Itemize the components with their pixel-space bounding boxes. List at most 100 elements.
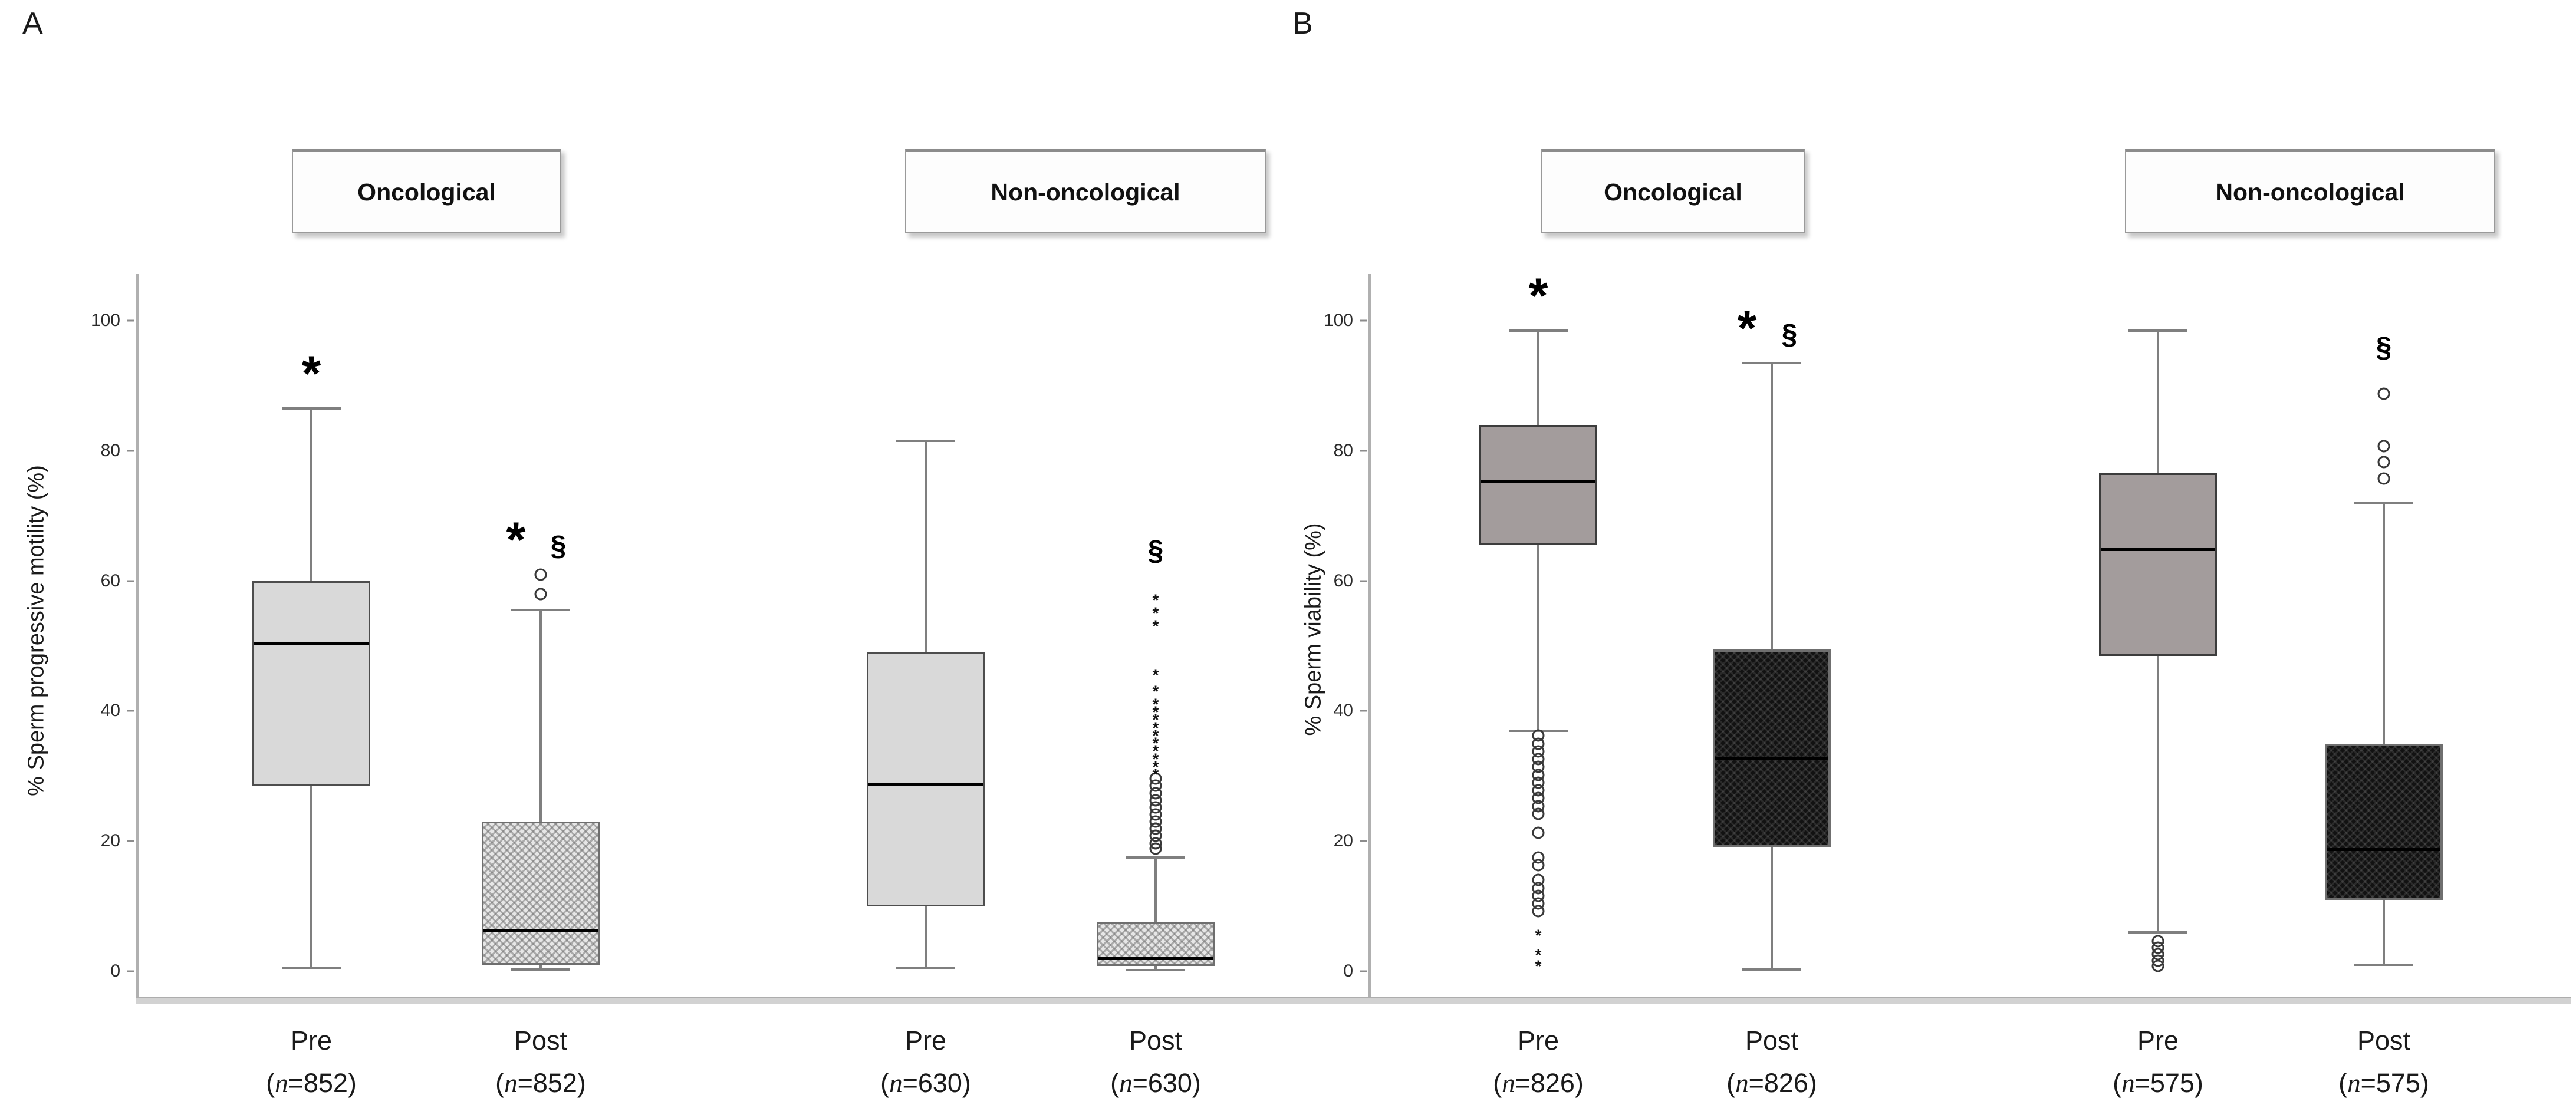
box-non-oncological-post — [2325, 743, 2443, 900]
x-axis-baseline — [136, 997, 1375, 1004]
x-tick-label: Post — [1745, 1025, 1799, 1056]
y-tick-mark — [127, 450, 134, 452]
significance-asterisk: * — [1737, 300, 1757, 356]
y-tick-mark — [127, 710, 134, 712]
whisker-stem — [539, 610, 542, 969]
panel-b-label: B — [1292, 6, 1313, 41]
y-axis-line — [136, 274, 139, 1002]
whisker-cap-top — [1509, 329, 1568, 332]
median-line — [868, 782, 983, 786]
y-tick-label: 80 — [1333, 440, 1353, 460]
y-tick-mark — [1360, 319, 1367, 322]
median-line — [1715, 757, 1828, 760]
y-tick-mark — [1360, 970, 1367, 972]
x-axis-baseline — [1368, 997, 2571, 1004]
n-label: (n=852) — [266, 1068, 357, 1098]
y-tick-mark — [1360, 840, 1367, 842]
box-non-oncological-pre — [2099, 473, 2217, 656]
n-italic-symbol: n — [1119, 1068, 1133, 1098]
whisker-cap-bottom — [2128, 931, 2187, 934]
outlier-circle — [2377, 472, 2390, 485]
n-label: (n=575) — [2113, 1068, 2203, 1098]
whisker-cap-top — [282, 407, 341, 410]
whisker-cap-top — [2128, 329, 2187, 332]
y-tick-mark — [1360, 710, 1367, 712]
whisker-cap-top — [1126, 856, 1185, 859]
outlier-circle — [1532, 826, 1545, 839]
panel-a-oncological-header: Oncological — [292, 149, 561, 233]
panel-a-non-oncological-header: Non-oncological — [905, 149, 1266, 233]
median-line — [1098, 957, 1213, 960]
whisker-cap-bottom — [1742, 968, 1801, 971]
outlier-asterisk: * — [1152, 734, 1159, 753]
n-italic-symbol: n — [1502, 1068, 1515, 1098]
outlier-asterisk: * — [1152, 603, 1159, 622]
outlier-circle — [1149, 842, 1162, 855]
box-non-oncological-pre — [867, 652, 985, 906]
y-tick-label: 60 — [1333, 570, 1353, 591]
n-italic-symbol: n — [2347, 1068, 2361, 1098]
x-tick-label: Post — [1129, 1025, 1183, 1056]
significance-asterisk: * — [301, 345, 321, 401]
outlier-circle — [534, 568, 547, 581]
y-tick-label: 100 — [1323, 311, 1353, 330]
y-tick-label: 0 — [110, 961, 120, 981]
box-oncological-post — [482, 822, 600, 965]
outlier-asterisk: * — [1152, 765, 1159, 784]
whisker-cap-top — [896, 440, 955, 443]
box-non-oncological-post — [1097, 922, 1215, 967]
outlier-circle — [2377, 387, 2390, 400]
y-tick-label: 20 — [1333, 831, 1353, 851]
y-tick-label: 0 — [1343, 961, 1353, 981]
significance-section-mark: § — [2376, 331, 2392, 363]
x-tick-label: Post — [514, 1025, 568, 1056]
panel-b-non-oncological-header: Non-oncological — [2125, 149, 2495, 233]
significance-section-mark: § — [1147, 535, 1164, 567]
n-italic-symbol: n — [2121, 1068, 2135, 1098]
outlier-asterisk: * — [1152, 726, 1159, 745]
x-tick-label: Pre — [290, 1025, 333, 1056]
outlier-asterisk: * — [1152, 741, 1159, 760]
whisker-cap-top — [2354, 502, 2413, 504]
y-tick-mark — [127, 970, 134, 972]
outlier-asterisk: * — [1152, 665, 1159, 684]
outlier-circle — [1532, 905, 1545, 918]
outlier-asterisk: * — [1152, 718, 1159, 737]
outlier-circle — [1532, 859, 1545, 872]
significance-asterisk: * — [1528, 268, 1548, 324]
whisker-cap-top — [511, 609, 570, 612]
y-tick-mark — [127, 319, 134, 322]
y-tick-label: 40 — [100, 701, 120, 721]
outlier-asterisk: * — [1152, 710, 1159, 729]
significance-section-mark: § — [1781, 318, 1798, 350]
outlier-circle — [534, 588, 547, 601]
outlier-circle — [1532, 807, 1545, 820]
y-tick-mark — [127, 840, 134, 842]
outlier-asterisk: * — [1152, 616, 1159, 635]
whisker-cap-bottom — [282, 967, 341, 969]
n-label: (n=826) — [1493, 1068, 1584, 1098]
y-tick-label: 60 — [100, 570, 120, 591]
whisker-cap-bottom — [1126, 968, 1185, 971]
box-oncological-pre — [1479, 424, 1597, 545]
outlier-asterisk: * — [1535, 926, 1542, 945]
n-italic-symbol: n — [504, 1068, 518, 1098]
outlier-circle — [2377, 456, 2390, 469]
outlier-asterisk: * — [1535, 945, 1542, 964]
outlier-asterisk: * — [1152, 682, 1159, 701]
significance-asterisk: * — [506, 512, 526, 568]
whisker-cap-bottom — [511, 968, 570, 971]
y-tick-label: 20 — [100, 831, 120, 851]
median-line — [483, 929, 598, 932]
outlier-asterisk: * — [1152, 750, 1159, 769]
whisker-cap-bottom — [2354, 963, 2413, 966]
y-tick-label: 80 — [100, 440, 120, 460]
y-tick-mark — [1360, 450, 1367, 452]
y-tick-label: 100 — [90, 311, 120, 330]
outlier-circle — [2151, 959, 2164, 972]
whisker-cap-bottom — [896, 967, 955, 969]
n-italic-symbol: n — [1735, 1068, 1749, 1098]
outlier-asterisk: * — [1535, 957, 1542, 975]
y-tick-label: 40 — [1333, 701, 1353, 721]
outlier-asterisk: * — [1152, 757, 1159, 776]
